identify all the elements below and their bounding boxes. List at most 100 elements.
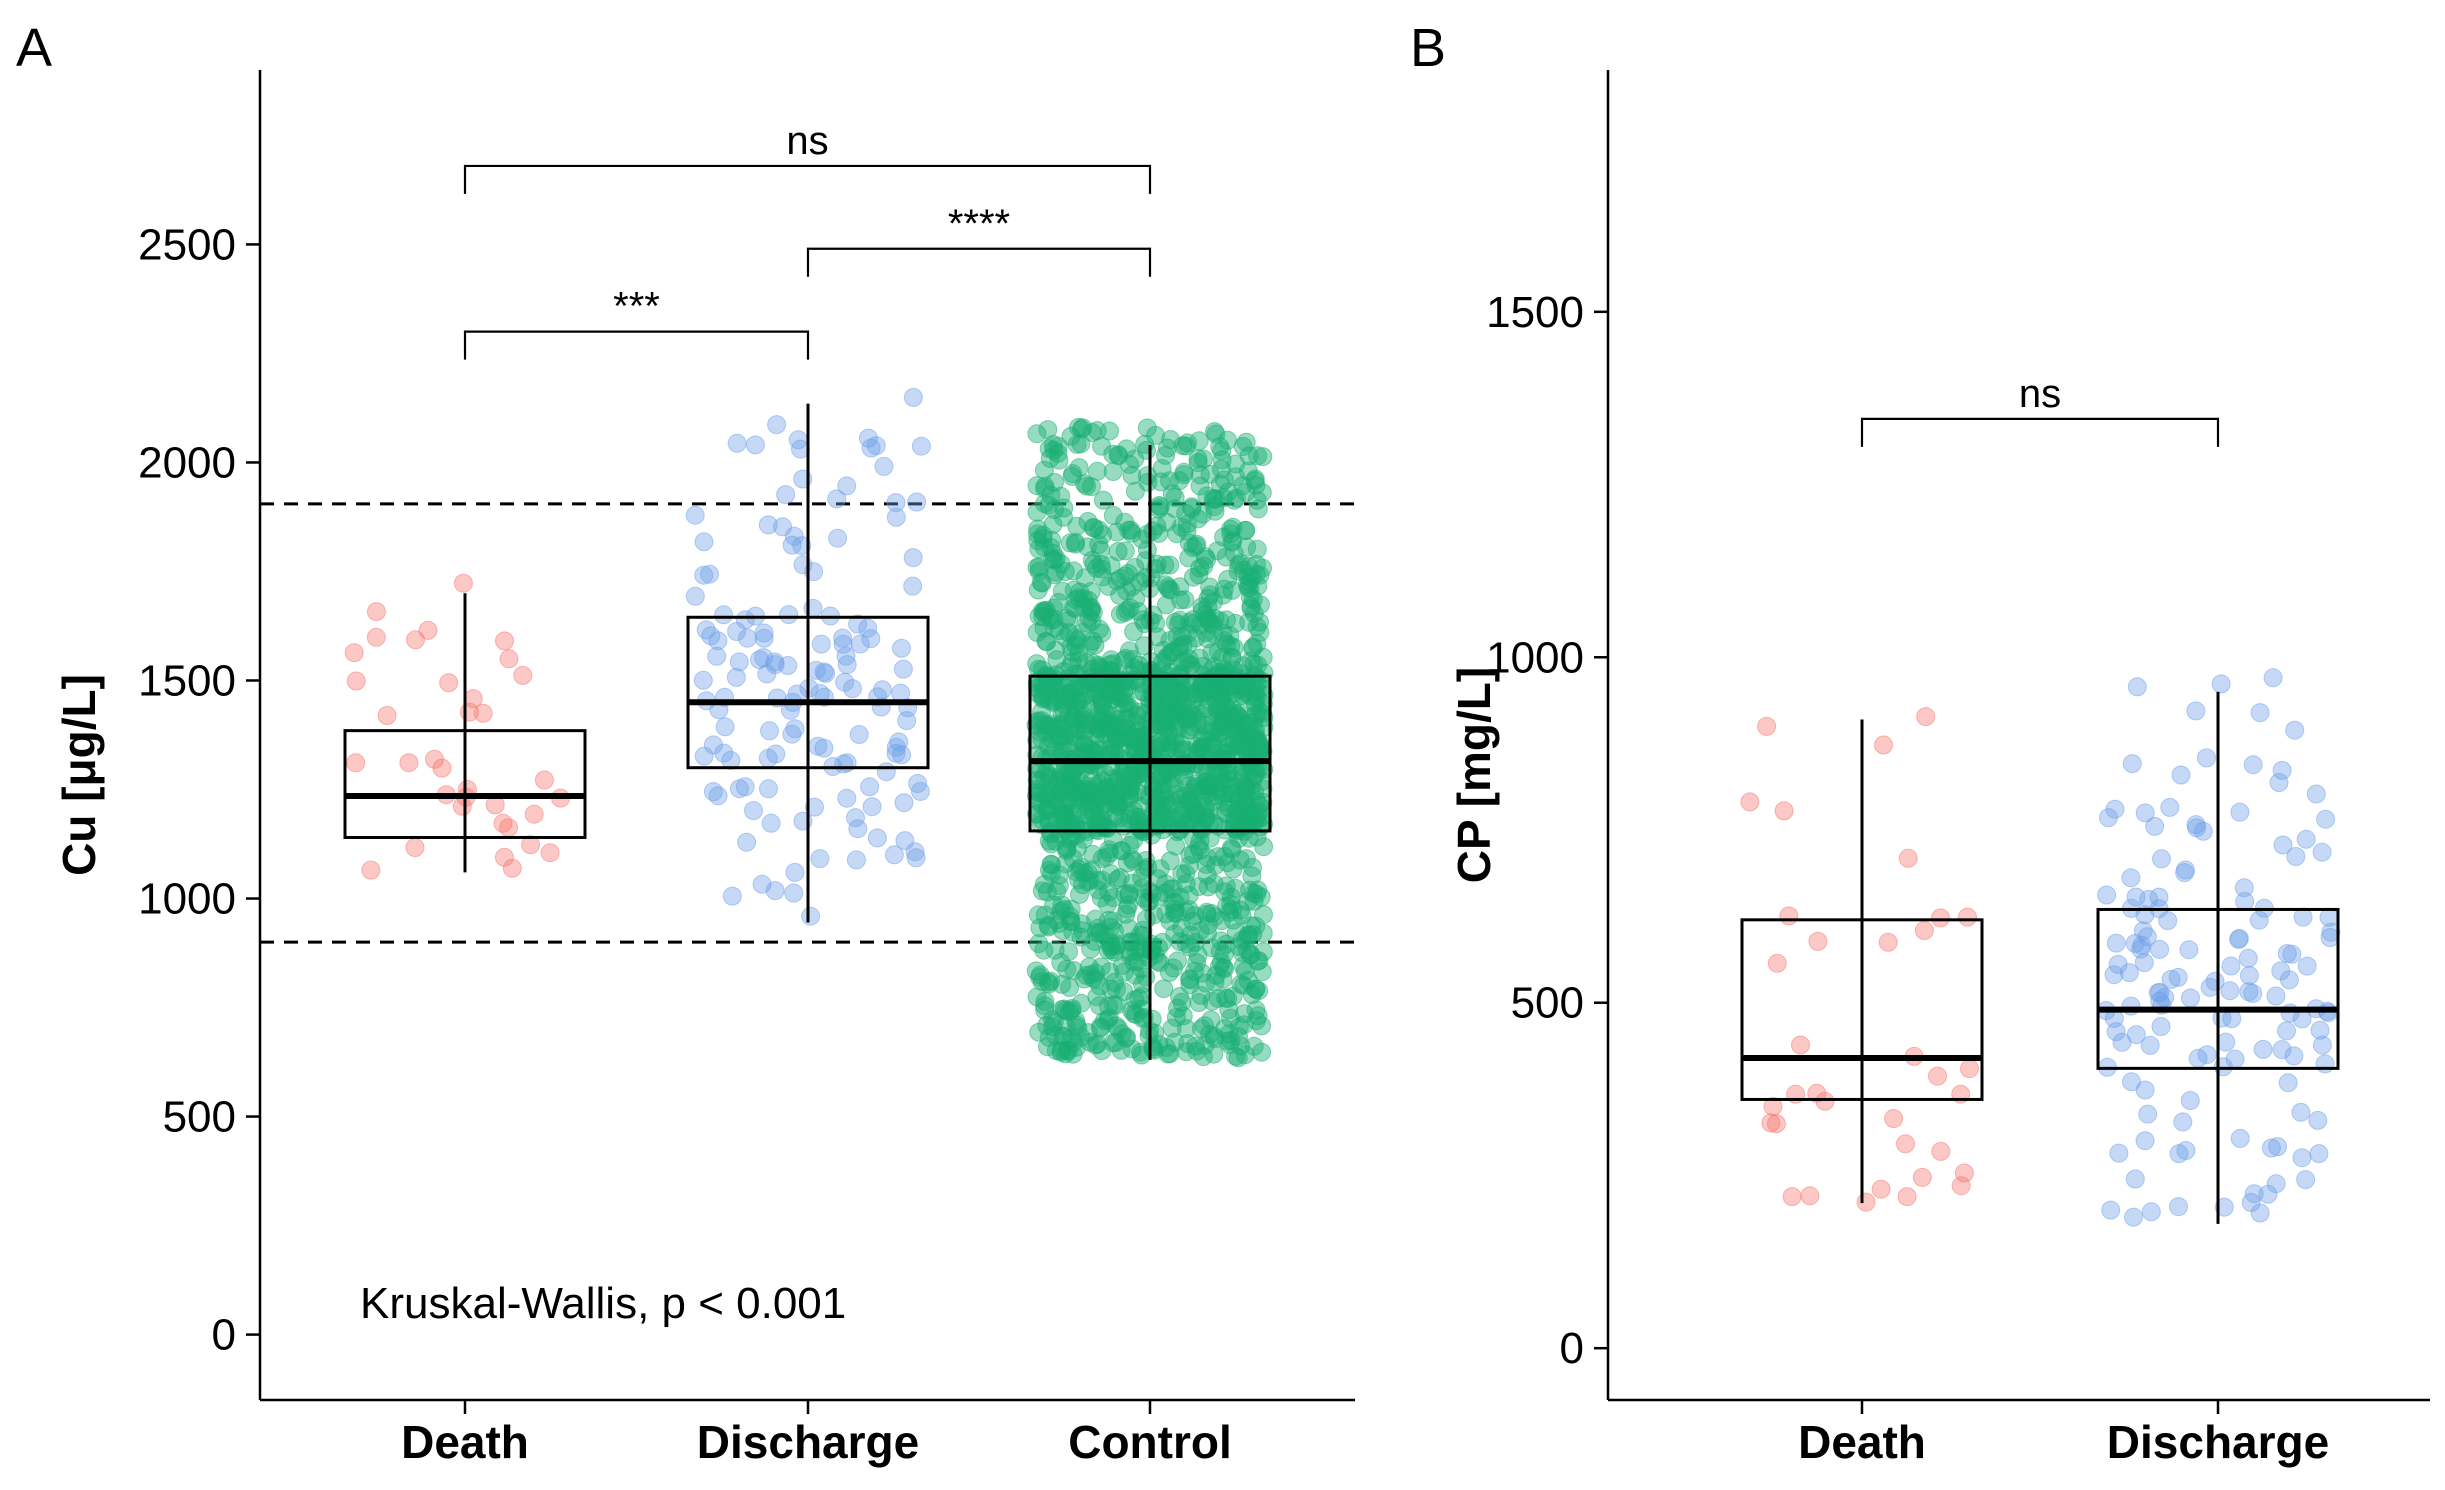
data-point-discharge bbox=[876, 762, 896, 782]
data-point-control bbox=[1217, 610, 1236, 630]
data-point-control bbox=[1195, 730, 1215, 750]
y-tick-label: 1000 bbox=[138, 875, 236, 924]
data-point-death bbox=[1958, 907, 1977, 927]
data-point-discharge bbox=[729, 779, 749, 799]
data-point-control bbox=[1028, 580, 1048, 600]
data-point-control bbox=[1160, 851, 1180, 871]
data-point-death bbox=[344, 643, 364, 663]
data-point-discharge bbox=[2106, 1022, 2126, 1042]
data-point-control bbox=[1221, 524, 1241, 544]
data-point-control bbox=[1063, 464, 1083, 484]
data-point-control bbox=[1161, 643, 1181, 663]
data-point-control bbox=[1152, 932, 1172, 952]
significance-label: ns bbox=[2019, 372, 2061, 416]
data-point-discharge bbox=[2297, 956, 2317, 976]
data-point-discharge bbox=[2316, 809, 2336, 829]
data-point-control bbox=[1076, 721, 1096, 741]
data-point-discharge bbox=[2296, 1170, 2316, 1190]
data-point-discharge bbox=[727, 433, 747, 453]
data-point-discharge bbox=[726, 667, 746, 687]
data-point-death bbox=[405, 838, 425, 857]
data-point-discharge bbox=[782, 724, 802, 744]
data-point-control bbox=[1119, 700, 1139, 720]
data-point-discharge bbox=[685, 505, 705, 525]
data-point-discharge bbox=[701, 626, 721, 646]
data-point-control bbox=[1250, 622, 1270, 642]
data-point-death bbox=[502, 858, 522, 878]
data-point-control bbox=[1060, 740, 1080, 760]
data-point-control bbox=[1156, 904, 1176, 924]
data-point-discharge bbox=[848, 614, 868, 634]
data-point-control bbox=[1188, 449, 1208, 469]
data-point-control bbox=[1254, 905, 1273, 925]
data-point-control bbox=[1220, 626, 1240, 646]
data-point-control bbox=[1090, 619, 1109, 639]
data-point-control bbox=[1065, 628, 1085, 648]
data-point-discharge bbox=[2160, 797, 2180, 817]
data-point-control bbox=[1058, 669, 1078, 689]
data-point-discharge bbox=[2133, 921, 2153, 941]
data-point-control bbox=[1183, 538, 1203, 557]
data-point-discharge bbox=[694, 532, 714, 552]
data-point-control bbox=[1073, 418, 1093, 438]
data-point-death bbox=[1897, 1187, 1917, 1207]
data-point-death bbox=[1960, 1059, 1979, 1079]
data-point-control bbox=[1238, 578, 1258, 598]
data-point-control bbox=[1189, 993, 1209, 1012]
data-point-discharge bbox=[754, 628, 774, 648]
data-point-discharge bbox=[2244, 1184, 2264, 1204]
data-point-control bbox=[1222, 839, 1242, 859]
data-point-control bbox=[1090, 922, 1110, 942]
data-point-control bbox=[1087, 987, 1107, 1007]
data-point-discharge bbox=[811, 634, 831, 654]
data-point-control bbox=[1183, 567, 1203, 587]
data-point-discharge bbox=[846, 850, 866, 870]
data-point-discharge bbox=[2181, 988, 2200, 1008]
data-point-control bbox=[1125, 965, 1145, 985]
data-point-discharge bbox=[893, 659, 913, 679]
data-point-control bbox=[1051, 726, 1071, 746]
data-point-discharge bbox=[2211, 674, 2231, 694]
data-point-control bbox=[1045, 940, 1065, 960]
data-point-control bbox=[1129, 988, 1149, 1008]
data-point-discharge bbox=[694, 565, 714, 585]
data-point-death bbox=[361, 860, 381, 880]
data-point-death bbox=[366, 627, 386, 647]
data-point-control bbox=[1165, 488, 1185, 507]
data-point-discharge bbox=[886, 507, 906, 527]
data-point-discharge bbox=[833, 628, 853, 648]
data-point-control bbox=[1039, 495, 1059, 515]
data-point-control bbox=[1039, 917, 1059, 937]
data-point-discharge bbox=[2186, 701, 2206, 721]
panel-b: B ns 0 500 1000 1500 Death Discharge CP [mg/L] bbox=[1410, 18, 2430, 1468]
data-point-control bbox=[1196, 973, 1216, 993]
data-point-discharge bbox=[892, 745, 912, 765]
data-point-death bbox=[1928, 1066, 1947, 1086]
data-point-discharge bbox=[2320, 928, 2340, 947]
data-point-discharge bbox=[2171, 765, 2191, 785]
data-point-control bbox=[1186, 536, 1206, 556]
data-point-discharge bbox=[752, 874, 772, 894]
data-point-discharge bbox=[714, 605, 734, 625]
data-point-discharge bbox=[2121, 868, 2141, 888]
data-point-control bbox=[1226, 1046, 1246, 1066]
data-point-control bbox=[1122, 1039, 1142, 1059]
data-point-control bbox=[1075, 675, 1095, 695]
data-point-control bbox=[1212, 459, 1231, 479]
data-point-discharge bbox=[2122, 754, 2142, 774]
data-point-discharge bbox=[2151, 1017, 2171, 1036]
y-tick-label: 1500 bbox=[138, 656, 236, 705]
bracket bbox=[1860, 417, 2220, 447]
data-point-discharge bbox=[850, 634, 870, 654]
data-point-discharge bbox=[754, 623, 774, 643]
data-point-control bbox=[1155, 883, 1175, 903]
data-point-discharge bbox=[907, 492, 927, 512]
data-point-control bbox=[1115, 541, 1135, 561]
data-point-control bbox=[1156, 575, 1176, 595]
data-point-control bbox=[1241, 651, 1261, 671]
data-point-discharge bbox=[2221, 956, 2241, 976]
data-point-control bbox=[1234, 560, 1253, 580]
data-point-control bbox=[1171, 590, 1190, 610]
data-point-control bbox=[1057, 959, 1077, 979]
data-point-death bbox=[346, 753, 366, 773]
